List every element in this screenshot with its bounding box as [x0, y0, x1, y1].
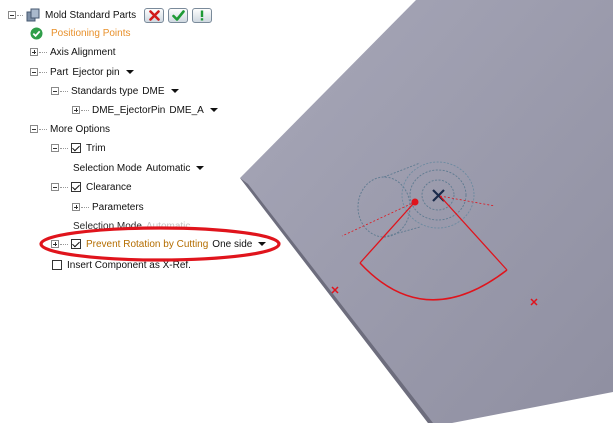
dropdown-arrow-icon[interactable] [196, 166, 205, 170]
trim-checkbox[interactable] [71, 143, 81, 153]
positioning-points-label: Positioning Points [51, 27, 131, 39]
prevent-rotation-label: Prevent Rotation by Cutting [86, 238, 209, 250]
insert-xref-label: Insert Component as X-Ref. [67, 259, 191, 271]
collapse-toggle[interactable] [51, 183, 59, 191]
dme-ejectorpin-item[interactable]: DME_EjectorPin DME_A [72, 102, 218, 118]
dropdown-arrow-icon[interactable] [170, 89, 179, 93]
parameters-item[interactable]: Parameters [72, 199, 144, 215]
tree-root[interactable]: Mold Standard Parts [8, 7, 213, 23]
clearance-checkbox[interactable] [71, 182, 81, 192]
clearance-label: Clearance [86, 181, 132, 193]
mold-plate[interactable] [240, 0, 613, 423]
standards-type-value[interactable]: DME [142, 85, 165, 97]
collapse-toggle[interactable] [51, 87, 59, 95]
clearance-selection-mode[interactable]: Selection Mode Automatic [73, 218, 190, 234]
dropdown-arrow-icon[interactable] [125, 70, 134, 74]
rotation-cut-arc [341, 195, 508, 301]
collapse-toggle[interactable] [30, 125, 38, 133]
positioning-points-item[interactable]: Positioning Points [30, 25, 131, 41]
selection-mode-value[interactable]: Automatic [145, 162, 191, 174]
cancel-button[interactable] [144, 7, 165, 23]
trim-item[interactable]: Trim [51, 140, 106, 156]
trim-selection-mode[interactable]: Selection Mode Automatic [73, 160, 205, 176]
part-item[interactable]: Part Ejector pin [30, 64, 134, 80]
more-options-item[interactable]: More Options [30, 121, 110, 137]
root-label: Mold Standard Parts [45, 9, 137, 21]
trim-label: Trim [86, 142, 106, 154]
prevent-rotation-value[interactable]: One side [212, 238, 253, 250]
expand-toggle[interactable] [72, 106, 80, 114]
reference-point-icon [331, 286, 538, 306]
prevent-rotation-checkbox[interactable] [71, 239, 81, 249]
selection-mode-value[interactable]: Automatic [145, 220, 191, 232]
part-value[interactable]: Ejector pin [72, 66, 120, 78]
dme-item-label: DME_EjectorPin [92, 104, 166, 116]
dme-item-value[interactable]: DME_A [169, 104, 204, 116]
collapse-toggle[interactable] [8, 11, 16, 19]
standards-type-label: Standards type [71, 85, 139, 97]
axis-alignment-label: Axis Alignment [50, 46, 116, 58]
axis-alignment-item[interactable]: Axis Alignment [30, 44, 116, 60]
expand-toggle[interactable] [72, 203, 80, 211]
selection-mode-label: Selection Mode [73, 220, 142, 232]
expand-toggle[interactable] [30, 48, 38, 56]
dropdown-arrow-icon[interactable] [209, 108, 218, 112]
part-label: Part [50, 66, 69, 78]
insert-xref-item[interactable]: Insert Component as X-Ref. [52, 257, 191, 273]
clearance-item[interactable]: Clearance [51, 179, 132, 195]
standards-type-item[interactable]: Standards type DME [51, 83, 179, 99]
selection-mode-label: Selection Mode [73, 162, 142, 174]
exclamation-icon [200, 10, 204, 20]
mold-parts-icon [26, 8, 40, 22]
green-check-icon [171, 9, 185, 21]
ok-button[interactable] [168, 7, 189, 23]
prevent-rotation-item[interactable]: Prevent Rotation by Cutting One side [51, 236, 267, 252]
collapse-toggle[interactable] [51, 144, 59, 152]
dropdown-arrow-icon[interactable] [258, 242, 267, 246]
expand-toggle[interactable] [51, 240, 59, 248]
info-button[interactable] [192, 7, 213, 23]
red-x-icon [148, 9, 160, 21]
parameters-label: Parameters [92, 201, 144, 213]
mold-plate-edge [240, 178, 433, 423]
check-circle-icon [30, 27, 43, 39]
more-options-label: More Options [50, 123, 111, 135]
insert-xref-checkbox[interactable] [52, 260, 62, 270]
collapse-toggle[interactable] [30, 68, 38, 76]
